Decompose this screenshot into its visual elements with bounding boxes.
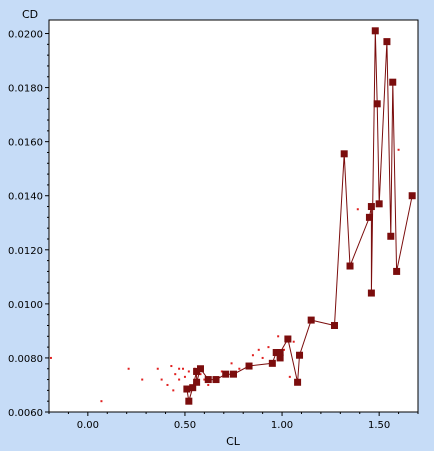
data-point-marker [365, 213, 373, 221]
scatter-point [183, 375, 186, 378]
data-point-marker [408, 192, 416, 200]
x-tick-label: 0.00 [77, 420, 99, 431]
scatter-point [166, 383, 169, 386]
x-tick-label: 1.50 [368, 420, 390, 431]
data-point-marker [204, 376, 212, 384]
scatter-point [141, 378, 144, 381]
data-point-marker [230, 370, 237, 378]
y-tick-label: 0.0120 [8, 246, 43, 257]
data-point-marker [193, 367, 201, 375]
scatter-point [182, 367, 185, 370]
scatter-point [49, 356, 52, 359]
data-point-marker [245, 362, 253, 370]
y-tick-label: 0.0060 [8, 408, 43, 419]
scatter-point [187, 370, 190, 373]
scatter-point [207, 383, 210, 386]
scatter-point [397, 148, 400, 151]
scatter-point [199, 373, 202, 376]
data-point-marker [272, 349, 280, 357]
y-axis-title: CD [22, 8, 38, 21]
scatter-point [127, 367, 130, 370]
data-point-marker [393, 267, 401, 275]
x-axis-title: CL [226, 435, 241, 448]
data-point-marker [346, 262, 354, 270]
data-point-marker [185, 397, 193, 405]
data-point-marker [189, 384, 197, 392]
data-point-marker [222, 370, 230, 378]
data-point-marker [196, 365, 204, 373]
scatter-point [220, 370, 223, 373]
scatter-point [251, 354, 254, 357]
data-point-marker [183, 385, 191, 393]
data-point-marker [193, 378, 201, 386]
scatter-point [238, 367, 241, 370]
y-tick-label: 0.0180 [8, 84, 43, 95]
scatter-point [267, 346, 270, 349]
y-tick-label: 0.0160 [8, 138, 43, 149]
data-point-marker [276, 349, 284, 357]
data-point-marker [389, 78, 397, 86]
scatter-point [178, 367, 181, 370]
scatter-point [277, 335, 280, 338]
data-point-marker [387, 232, 395, 240]
data-point-marker [367, 203, 375, 211]
data-point-marker [284, 335, 292, 343]
y-tick-label: 0.0140 [8, 192, 43, 203]
plot-area [48, 19, 419, 413]
scatter-point [261, 356, 264, 359]
scatter-point [356, 208, 359, 211]
x-axis: 0.00 0.50 1.00 1.50 [48, 412, 419, 431]
scatter-point [174, 373, 177, 376]
data-point-marker [276, 354, 284, 362]
data-point-marker [330, 321, 338, 329]
scatter-point [170, 365, 173, 368]
scatter-point [203, 378, 206, 381]
data-point-marker [340, 150, 348, 158]
scatter-point [178, 378, 181, 381]
data-point-marker [367, 289, 375, 297]
scatter-point [288, 375, 291, 378]
data-point-marker [375, 200, 383, 208]
data-point-marker [268, 359, 276, 367]
scatter-point [230, 362, 233, 365]
data-point-marker [212, 376, 220, 384]
y-tick-label: 0.0080 [8, 354, 43, 365]
x-tick-label: 1.00 [271, 420, 293, 431]
scatter-point [160, 378, 163, 381]
series-layer [49, 27, 416, 405]
x-tick-label: 0.50 [174, 420, 196, 431]
data-point-marker [294, 378, 302, 386]
scatter-point [292, 340, 295, 343]
scatter-point [156, 367, 159, 370]
y-tick-label: 0.0100 [8, 300, 43, 311]
data-point-marker [373, 100, 381, 108]
data-point-marker [371, 27, 379, 35]
y-axis: 0.0060 0.0080 0.0100 0.0120 0.0140 0.0160 0.01… [8, 30, 49, 419]
scatter-point [282, 348, 285, 351]
scatter-point [172, 389, 175, 392]
data-point-marker [296, 351, 304, 359]
scatter-point [100, 400, 103, 403]
data-point-marker [383, 38, 391, 46]
y-tick-label: 0.0200 [8, 30, 43, 41]
scatter-point [257, 348, 260, 351]
data-point-marker [307, 316, 315, 324]
